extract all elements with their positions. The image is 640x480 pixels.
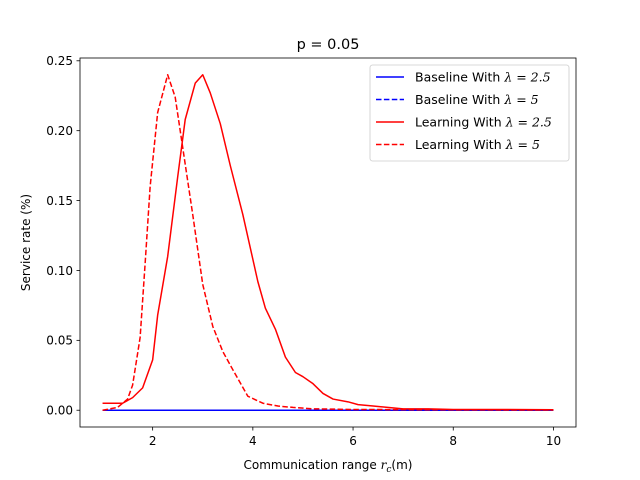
x-axis-label-sub: c [386,465,391,475]
legend-entry-math: λ = 2.5 [505,115,552,130]
legend-entry-prefix: Learning With [415,115,506,130]
legend-entry-prefix: Baseline With [415,70,504,85]
y-tick-label: 0.05 [46,334,73,348]
legend-entry-math: λ = 2.5 [503,70,550,85]
x-tick-label: 10 [546,434,561,448]
legend-entry-2: Learning With λ = 2.5 [415,115,552,130]
x-axis-label-unit: (m) [391,458,412,472]
x-tick-label: 8 [449,434,457,448]
chart-title: p = 0.05 [297,37,360,53]
x-axis-label-var: r [381,458,388,472]
legend-entry-math: λ = 5 [503,92,538,107]
y-tick-label: 0.25 [46,54,73,68]
y-tick-label: 0.15 [46,194,73,208]
series-line-3 [102,74,554,411]
legend-entry-math: λ = 5 [505,137,540,152]
y-axis-label: Service rate (%) [19,194,33,291]
x-axis-label-main: Communication range [244,458,381,472]
y-tick-label: 0.10 [46,264,73,278]
y-tick-label: 0.00 [46,404,73,418]
x-tick-label: 6 [349,434,357,448]
plot-frame [79,57,577,428]
x-axis-label: Communication range rc(m) [244,458,413,475]
x-tick-label: 4 [249,434,257,448]
legend-box [369,64,570,162]
x-tick-label: 2 [149,434,157,448]
legend-entry-prefix: Learning With [415,137,506,152]
axes-layer: 2 4 6 8 10 0.00 0.05 0.10 0.15 0.20 0.25 Communicat… [19,54,577,475]
legend-entry-prefix: Baseline With [415,92,504,107]
series-layer [102,74,554,411]
legend-entry-3: Learning With λ = 5 [415,137,540,152]
series-line-2 [102,74,554,411]
y-tick-label: 0.20 [46,124,73,138]
legend-entry-1: Baseline With λ = 5 [415,92,539,107]
legend-entry-0: Baseline With λ = 2.5 [415,70,551,85]
